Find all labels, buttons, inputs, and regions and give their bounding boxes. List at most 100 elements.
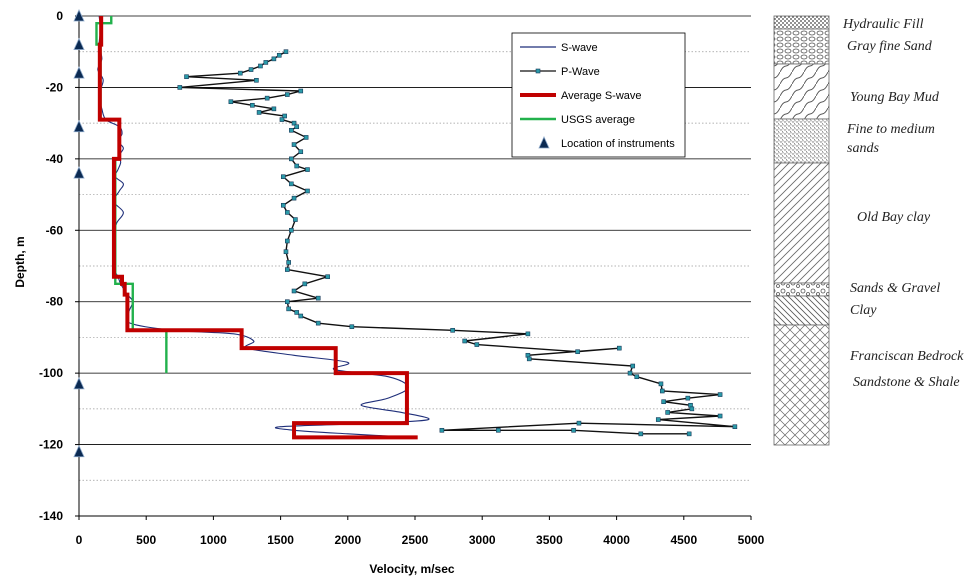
x-tick-label: 4500 [670,533,697,547]
soil-layer-fill [773,15,830,30]
p-wave-point [655,417,661,422]
p-wave-point [279,117,285,122]
p-wave-point [315,320,321,326]
p-wave-point [496,427,501,433]
x-axis-title: Velocity, m/sec [369,562,454,576]
y-tick-label: -120 [39,438,63,452]
p-wave-point [634,374,640,380]
p-wave-point [285,299,290,305]
p-wave-point [302,281,308,287]
p-wave-point [732,424,738,430]
p-wave-point [248,67,254,72]
instrument-marker [73,9,85,22]
p-wave-point [254,77,259,83]
p-wave-point [298,149,304,155]
p-wave-point [658,381,664,387]
p-wave-point [271,56,277,62]
legend-label-location-of-instruments: Location of instruments [561,138,675,150]
p-wave-point [450,327,455,333]
soil-layer-sand [773,28,830,65]
soil-layer-label: Old Bay clay [857,210,931,225]
y-tick-label: 0 [56,9,63,23]
series-usgs-average-line [95,16,168,374]
p-wave-point [289,127,294,133]
p-wave-point [575,349,580,355]
p-wave-point [305,188,310,194]
legend-label-s-wave: S-wave [561,42,598,54]
legend-label-p-wave: P-Wave [561,66,600,78]
x-axis-ticks: 0 500 1000 1500 2000 2500 3000 3500 4000 4500 5000 [76,516,765,547]
gridlines [79,15,751,517]
p-wave-point [630,363,636,369]
p-wave-point [228,99,234,105]
p-wave-point [303,135,309,140]
p-wave-point [250,102,255,108]
y-tick-label: -140 [39,509,63,523]
x-tick-label: 5000 [738,533,765,547]
x-tick-label: 3500 [536,533,563,547]
x-tick-label: 500 [136,533,156,547]
p-wave-point [291,195,297,201]
p-wave-point [665,410,670,415]
y-tick-label: -20 [46,80,64,94]
p-wave-point [305,167,310,172]
legend: S-wave P-Wave Average S-wave USGS average Lo… [511,32,686,158]
instrument-marker [73,166,85,179]
p-wave-point [258,63,263,69]
instrument-marker [73,376,85,390]
instrument-markers [73,9,85,458]
p-wave-point [571,427,576,433]
soil-layer-label: Sandstone & Shale [853,375,960,390]
p-wave-point [291,120,297,126]
p-wave-point [685,395,691,401]
soil-layer-dots [773,118,830,164]
p-wave-point [439,427,445,433]
p-wave-point [717,413,723,419]
p-wave-point [285,238,290,244]
instrument-marker [73,66,85,79]
soil-layer-mud [773,63,830,120]
p-wave-point [286,306,291,312]
p-wave-point [325,274,330,280]
legend-marker-p-wave [535,68,541,74]
x-tick-label: 0 [76,533,83,547]
p-wave-point [462,338,468,344]
p-wave-point [717,392,723,397]
p-wave-point [291,288,297,294]
soil-layer-label: Clay [850,303,877,318]
series-average-s-wave-line [97,16,418,440]
y-tick-label: -60 [46,223,64,237]
legend-label-usgs-average: USGS average [561,114,635,126]
p-wave-point [689,406,695,412]
p-wave-point [349,324,355,330]
p-wave-point [293,217,298,222]
p-wave-point [576,420,582,426]
p-wave-point [271,106,277,112]
p-wave-point [659,388,665,394]
y-tick-label: -100 [39,366,63,380]
soil-layer-label: Gray fine Sand [847,39,933,54]
soil-layer-label: Hydraulic Fill [842,17,924,32]
x-tick-label: 3000 [469,533,496,547]
p-wave-point [237,70,243,76]
p-wave-point [289,156,294,162]
x-tick-label: 2000 [334,533,361,547]
p-wave-point [315,295,321,301]
p-wave-point [280,174,286,180]
y-tick-label: -80 [46,295,64,309]
series-p-wave-line [179,51,735,435]
legend-label-average-s-wave: Average S-wave [561,90,642,102]
p-wave-point [263,60,269,65]
p-wave-point [289,227,294,233]
p-wave-point [283,49,289,55]
instrument-marker [73,37,85,50]
p-wave-point [294,124,300,130]
y-tick-label: -40 [46,152,64,166]
p-wave-point [280,202,286,208]
p-wave-point [525,331,531,337]
soil-layer-hatch [773,162,830,284]
p-wave-point [291,142,297,147]
p-wave-point [298,88,304,94]
x-tick-label: 2500 [402,533,429,547]
